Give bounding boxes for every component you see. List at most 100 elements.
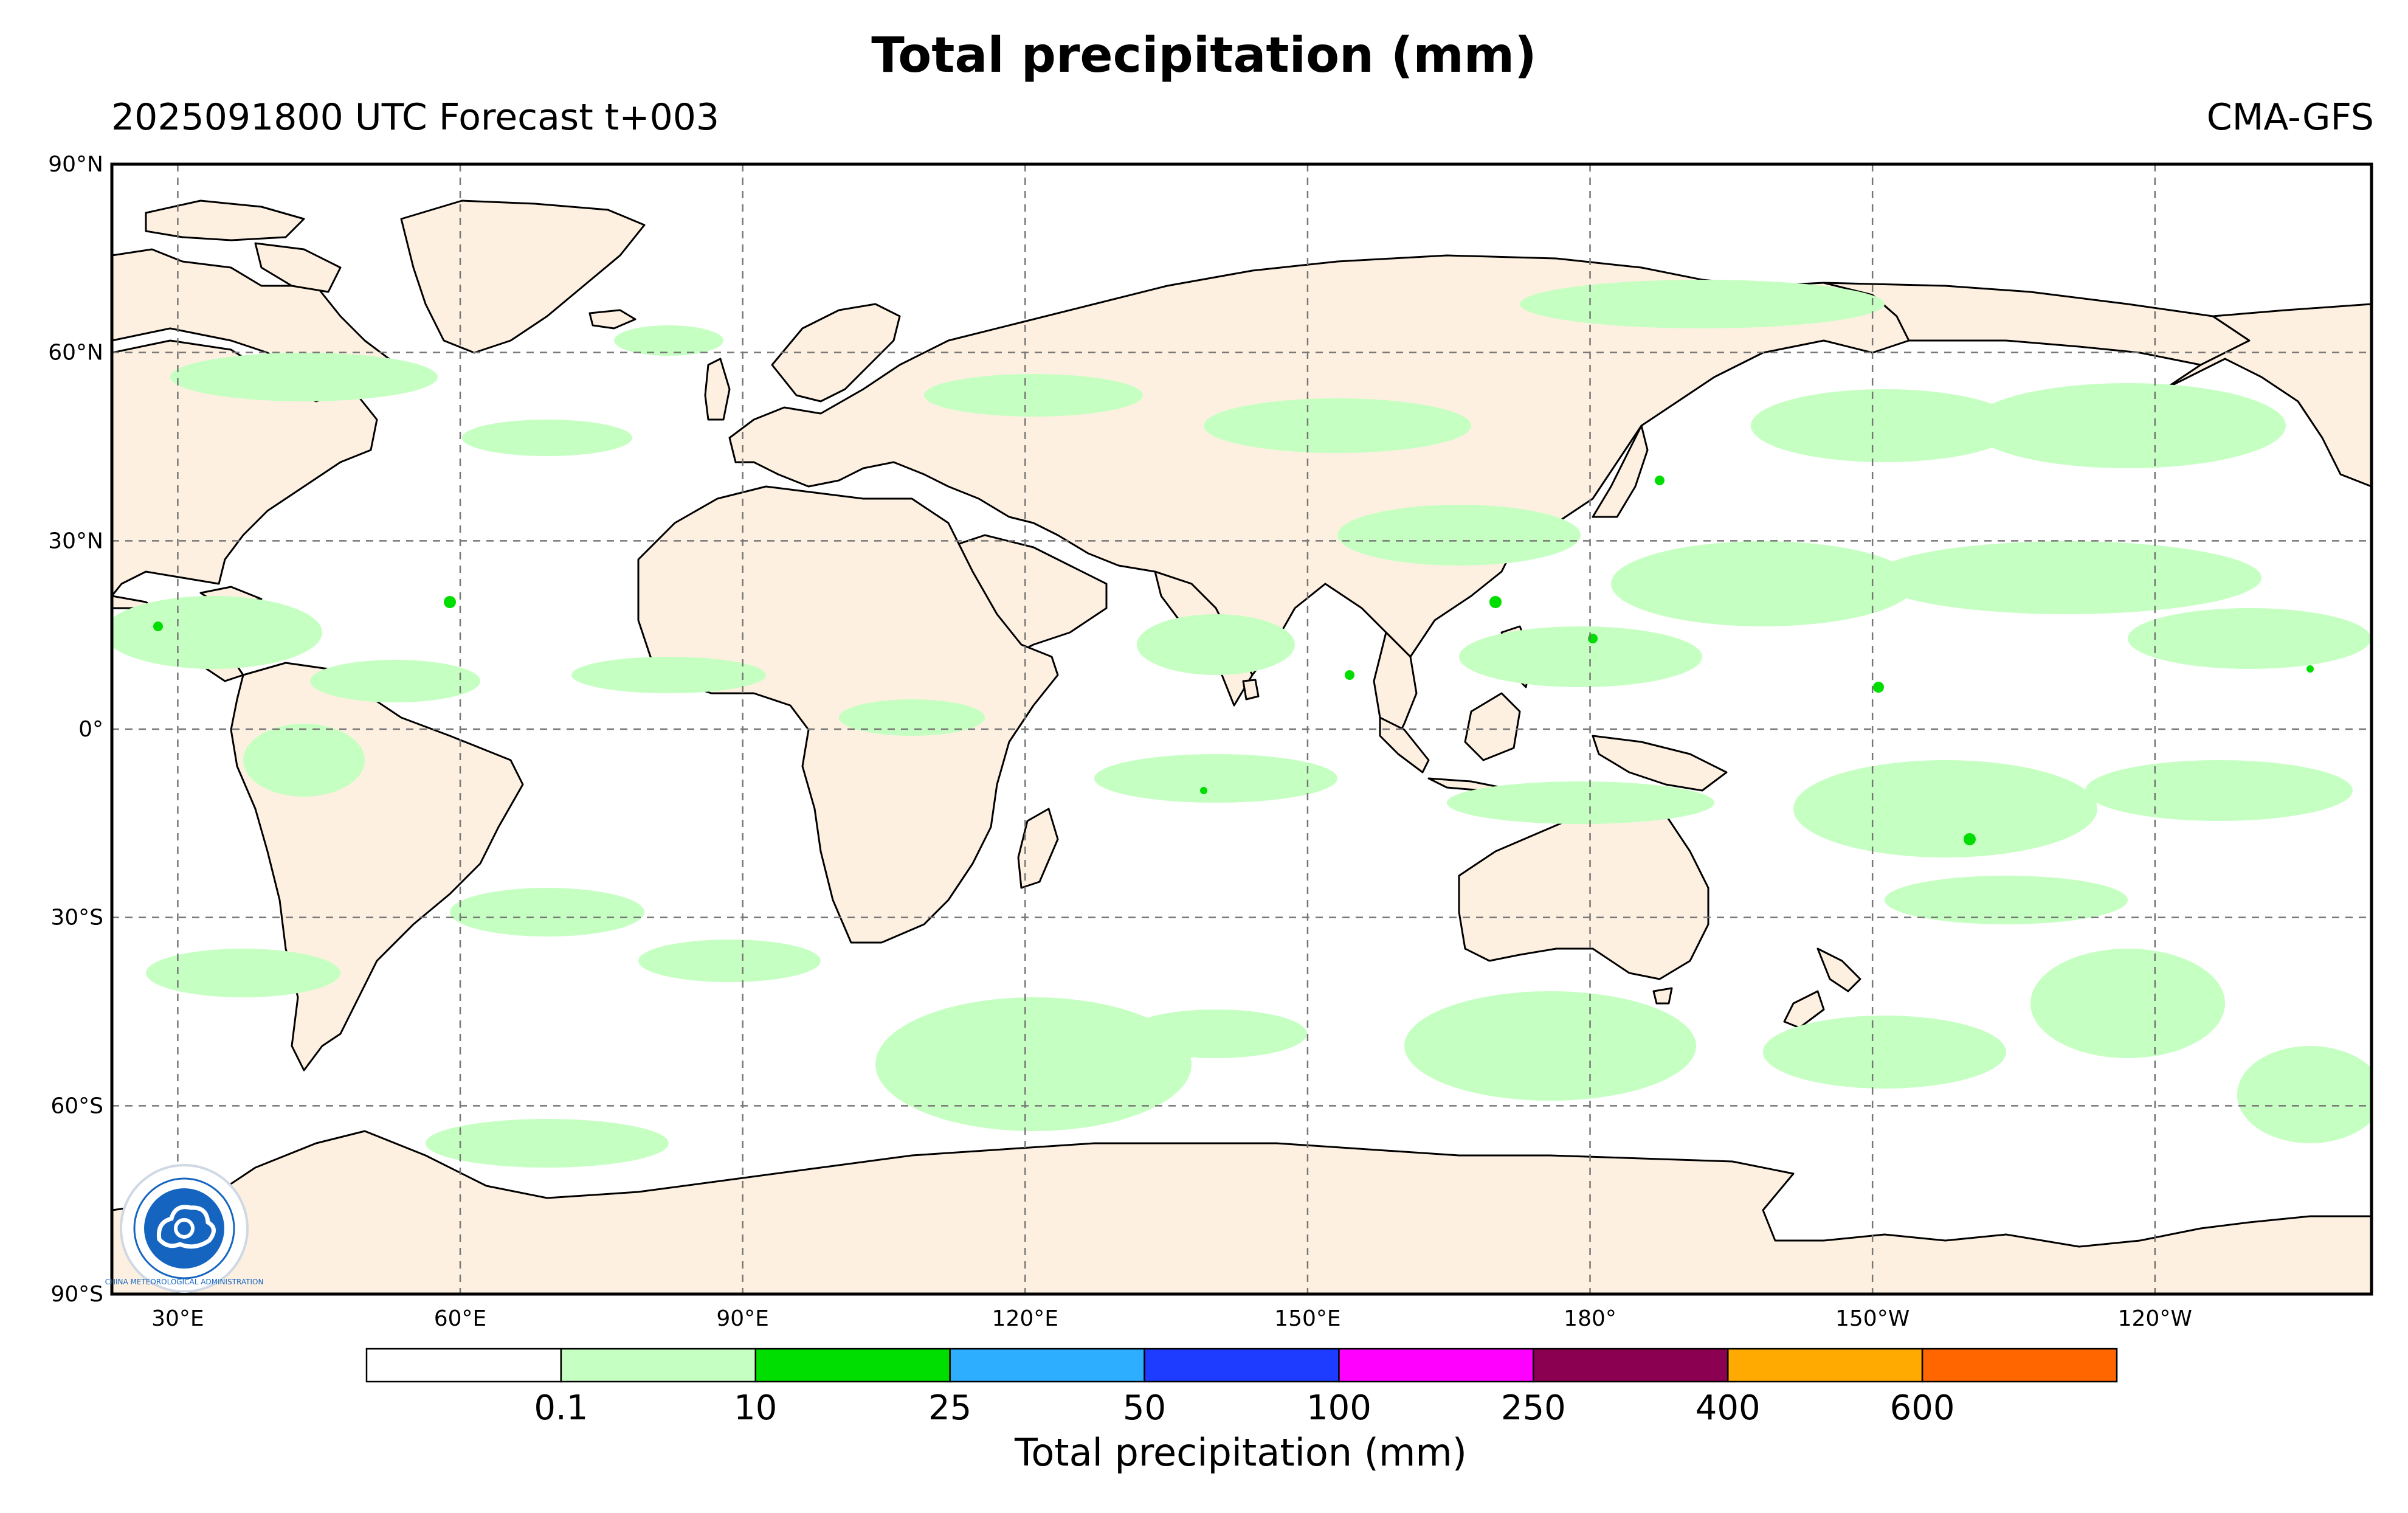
landmass-sumatra <box>1379 716 1430 774</box>
precip-area <box>1137 614 1295 675</box>
landmass-arctic-islands <box>145 199 305 241</box>
precip-light-layer <box>112 280 2372 1168</box>
precip-core <box>1655 476 1665 485</box>
colorbar-segment <box>560 1348 757 1383</box>
precip-area <box>924 374 1143 417</box>
forecast-time-label: 2025091800 UTC Forecast t+003 <box>111 96 720 139</box>
precip-core <box>1200 787 1207 794</box>
precip-area <box>112 596 322 669</box>
precip-area <box>170 353 438 401</box>
precip-area <box>1204 398 1471 453</box>
colorbar-segment <box>754 1348 951 1383</box>
landmass-iceland <box>588 309 636 330</box>
precip-area <box>462 420 632 456</box>
precip-area <box>1611 541 1915 626</box>
cma-logo-ring-text: CHINA METEOROLOGICAL ADMINISTRATION <box>105 1278 264 1286</box>
precip-core <box>2306 665 2314 673</box>
precip-core <box>1964 833 1976 845</box>
precip-area <box>426 1119 669 1168</box>
precip-core <box>1489 596 1502 608</box>
precip-area <box>2128 608 2371 669</box>
precip-area <box>1970 383 2286 468</box>
precip-area <box>571 657 766 693</box>
landmass-japan <box>1592 424 1649 518</box>
colorbar: 0.1 10 25 50 100 250 400 600 <box>365 1348 2118 1428</box>
colorbar-segment <box>1921 1348 2118 1383</box>
colorbar-segment <box>949 1348 1145 1383</box>
precip-area <box>875 997 1192 1131</box>
longitude-tick-label: 150°E <box>1274 1306 1340 1331</box>
landmass-borneo <box>1464 692 1521 761</box>
longitude-tick-label: 60°E <box>434 1306 487 1331</box>
precip-area <box>1337 505 1581 566</box>
latitude-tick-label: 90°S <box>50 1282 103 1307</box>
longitude-tick-label: 30°E <box>151 1306 204 1331</box>
latitude-tick-label: 30°S <box>50 905 103 930</box>
precip-area <box>310 660 480 702</box>
longitude-tick-label: 180° <box>1564 1306 1616 1331</box>
precip-area <box>1459 626 1702 687</box>
longitude-tick-label: 120°E <box>992 1306 1058 1331</box>
colorbar-tick-label: 50 <box>1123 1388 1166 1428</box>
landmass-new-zealand-south <box>1783 990 1825 1029</box>
colorbar-segment <box>1533 1348 1729 1383</box>
precip-area <box>450 888 644 937</box>
landmass-greenland <box>400 199 646 354</box>
latitude-tick-labels: 90°N 60°N 30°N 0° 30°S 60°S 90°S <box>48 152 103 1307</box>
gridlines <box>112 164 2372 1294</box>
precip-area <box>1094 754 1337 803</box>
landmass-uk <box>704 358 731 421</box>
landmass-antarctica <box>112 1130 2372 1294</box>
latitude-tick-label: 60°N <box>48 341 103 365</box>
precip-area <box>1404 991 1696 1101</box>
precip-area <box>146 949 340 997</box>
landmass-new-zealand <box>1816 947 1861 992</box>
precip-area <box>1763 1016 2006 1089</box>
precip-area <box>1447 781 1714 824</box>
precip-area <box>2030 949 2225 1058</box>
longitude-tick-label: 90°E <box>716 1306 769 1331</box>
longitude-tick-labels: 90°W60°W30°W0°30°E60°E90°E120°E150°E180°… <box>151 1306 2192 1331</box>
cma-logo-icon: CHINA METEOROLOGICAL ADMINISTRATION <box>105 1164 264 1293</box>
colorbar-tick-label: 25 <box>928 1388 971 1428</box>
latitude-tick-label: 90°N <box>48 152 103 177</box>
colorbar-tick-label: 0.1 <box>534 1388 588 1428</box>
colorbar-tick-label: 100 <box>1306 1388 1371 1428</box>
precip-area <box>2237 1046 2372 1143</box>
precip-core <box>153 621 163 631</box>
latitude-tick-label: 30°N <box>48 528 103 553</box>
latitude-tick-label: 60°S <box>50 1093 103 1118</box>
longitude-tick-label: 120°W <box>2118 1306 2192 1331</box>
precip-core <box>1873 682 1884 693</box>
colorbar-segment <box>1144 1348 1340 1383</box>
model-name-label: CMA-GFS <box>2206 96 2374 139</box>
precip-area <box>614 325 723 356</box>
precip-area <box>1872 541 2261 614</box>
colorbar-tick-label: 400 <box>1696 1388 1761 1428</box>
landmass-new-guinea <box>1592 735 1728 792</box>
colorbar-segment <box>1727 1348 1923 1383</box>
precip-area <box>1885 876 2128 924</box>
landmass-sri-lanka <box>1242 679 1260 701</box>
landmass-tasmania <box>1652 987 1673 1005</box>
precip-area <box>1793 760 2097 857</box>
chart-title: Total precipitation (mm) <box>871 27 1537 83</box>
colorbar-segment <box>365 1348 562 1383</box>
longitude-tick-label: 150°W <box>1835 1306 1909 1331</box>
precip-area <box>1520 280 1885 328</box>
precip-area <box>638 940 821 982</box>
landmass-madagascar <box>1017 808 1059 889</box>
landmass-baffin <box>254 242 342 293</box>
latitude-tick-label: 0° <box>78 717 103 742</box>
precip-area <box>243 724 365 797</box>
precip-core <box>444 596 456 608</box>
colorbar-tick-label: 10 <box>734 1388 777 1428</box>
precip-area <box>839 699 985 736</box>
landmass-alaska <box>2163 303 2372 488</box>
landmass-far-east <box>1823 282 2251 366</box>
precip-area <box>2085 760 2353 821</box>
colorbar-segment <box>1338 1348 1534 1383</box>
precip-area <box>1125 1009 1307 1058</box>
colorbar-tick-label: 600 <box>1890 1388 1955 1428</box>
